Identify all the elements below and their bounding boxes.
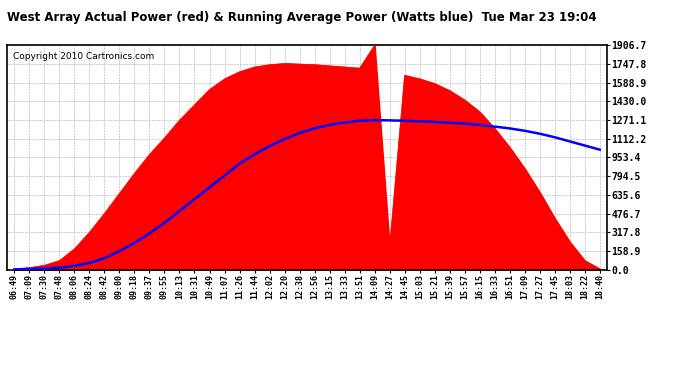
Text: Copyright 2010 Cartronics.com: Copyright 2010 Cartronics.com — [13, 52, 154, 61]
Text: West Array Actual Power (red) & Running Average Power (Watts blue)  Tue Mar 23 1: West Array Actual Power (red) & Running … — [7, 11, 597, 24]
